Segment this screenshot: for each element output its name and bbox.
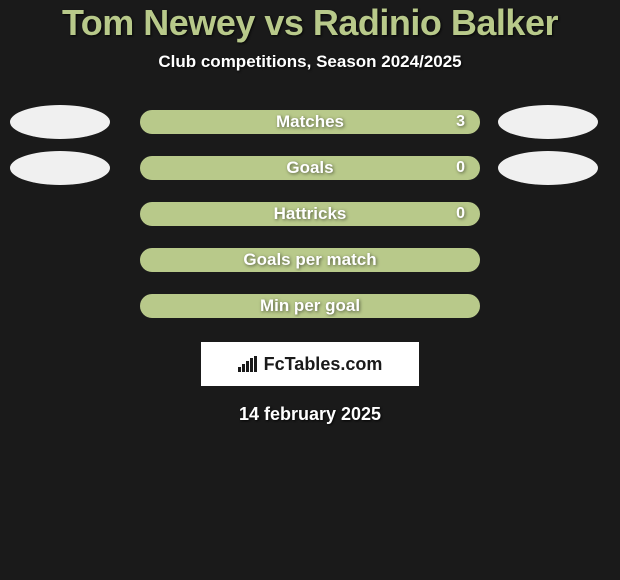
snapshot-date: 14 february 2025 [0,404,620,425]
stat-rows: Matches 3 Goals 0 Hattricks 0 [0,110,620,318]
comparison-card: Tom Newey vs Radinio Balker Club competi… [0,0,620,425]
stat-right-value: 0 [456,159,465,177]
player-right-avatar [498,151,598,185]
stat-right-value: 3 [456,113,465,131]
player-right-avatar [498,105,598,139]
stat-label: Matches [276,112,344,132]
source-logo[interactable]: FcTables.com [201,342,419,386]
stat-label: Goals [286,158,333,178]
stat-bar: Min per goal [140,294,480,318]
stat-right-value: 0 [456,205,465,223]
page-subtitle: Club competitions, Season 2024/2025 [0,52,620,72]
player-left-avatar [10,105,110,139]
stat-bar: Goals per match [140,248,480,272]
page-title: Tom Newey vs Radinio Balker [0,2,620,44]
stat-label: Min per goal [260,296,360,316]
stat-row: Hattricks 0 [0,202,620,226]
stat-row: Min per goal [0,294,620,318]
chart-icon [238,356,260,372]
stat-label: Goals per match [243,250,376,270]
player-left-avatar [10,151,110,185]
stat-label: Hattricks [274,204,347,224]
stat-bar: Goals 0 [140,156,480,180]
stat-row: Goals per match [0,248,620,272]
stat-row: Goals 0 [0,156,620,180]
stat-row: Matches 3 [0,110,620,134]
stat-bar: Matches 3 [140,110,480,134]
logo-label: FcTables.com [264,354,383,375]
stat-bar: Hattricks 0 [140,202,480,226]
